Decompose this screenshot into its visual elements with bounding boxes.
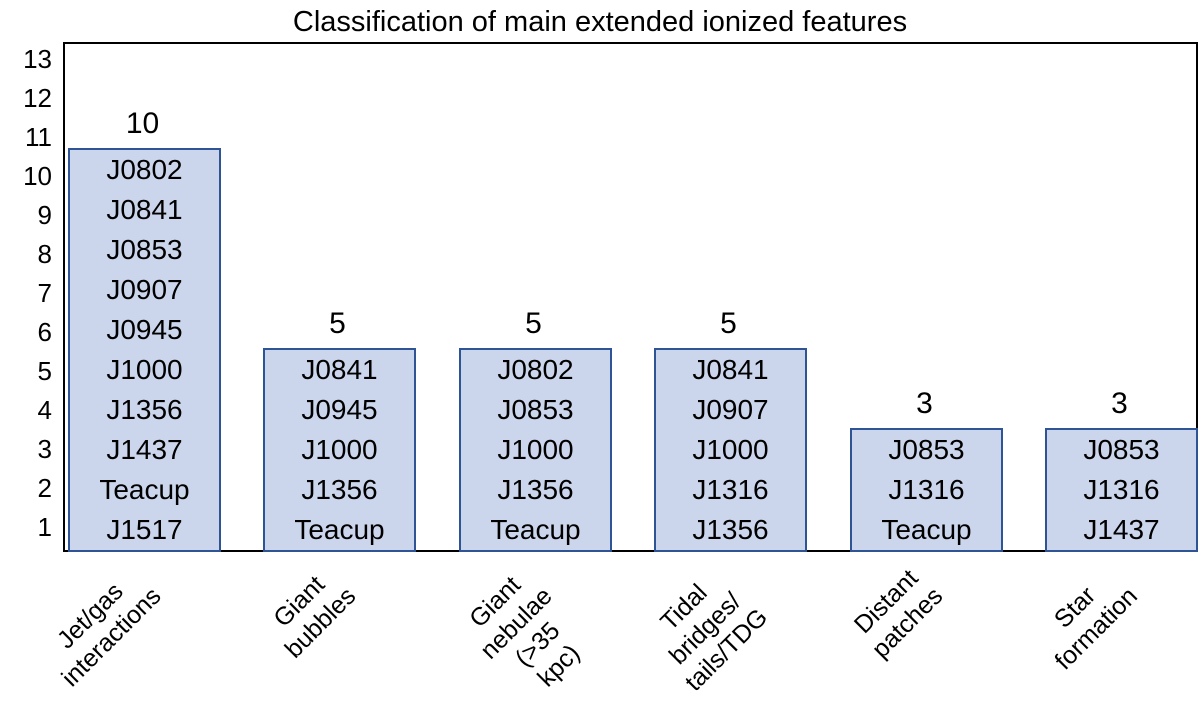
bar-value-label: 3 [1111, 387, 1128, 420]
bar-member-label: J0853 [1083, 434, 1160, 465]
bar-member-label: J1000 [106, 354, 183, 385]
bar-member-label: J1000 [301, 434, 378, 465]
bar-giant-nebulae-35-kpc: J0802 J0853 J1000 J1356 Teacup [459, 348, 612, 552]
bar-member-label: J0802 [106, 154, 183, 185]
bar-member-label: J1437 [106, 434, 183, 465]
bar-member-label: J1000 [692, 434, 769, 465]
bar-member-label: J1356 [692, 514, 769, 545]
y-axis-tick-label: 8 [37, 239, 52, 269]
bar-member-label: J0841 [692, 354, 769, 385]
bar-member-label: J1517 [106, 514, 183, 545]
y-axis-tick-label: 11 [25, 122, 52, 152]
y-axis-tick-label: 9 [37, 200, 52, 230]
bar-member-label: J0841 [301, 354, 378, 385]
bar-member-label: J0907 [106, 274, 183, 305]
bar-distant-patches: J0853 J1316 Teacup [850, 428, 1003, 552]
bar-member-label: J0907 [692, 394, 769, 425]
bar-member-label: J0853 [106, 234, 183, 265]
bar-giant-bubbles: J0841 J0945 J1000 J1356 Teacup [263, 348, 416, 552]
y-axis-tick-label: 1 [37, 512, 52, 542]
bar-tidal-bridges-tails-tdg: J0841 J0907 J1000 J1316 J1356 [654, 348, 807, 552]
category-label: Jet/gas interactions [51, 577, 167, 693]
bar-value-label: 3 [916, 387, 933, 420]
y-axis-tick-label: 4 [37, 395, 52, 425]
plot-area [63, 42, 1198, 552]
bar-member-label: J0841 [106, 194, 183, 225]
bar-member-label: J1356 [301, 474, 378, 505]
category-label: Tidal bridges/ tails/TDG [655, 578, 774, 697]
y-axis-tick-label: 2 [37, 473, 52, 503]
bar-member-label: J1316 [888, 474, 965, 505]
category-label: Giant bubbles [268, 570, 362, 664]
y-axis-tick-label: 13 [23, 44, 52, 74]
bar-member-label: Teacup [490, 514, 581, 545]
bar-member-label: Teacup [294, 514, 385, 545]
y-axis-tick-label: 5 [37, 356, 52, 386]
bar-value-label: 10 [125, 107, 160, 140]
bar-member-label: J1437 [1083, 514, 1160, 545]
bar-member-label: J0945 [301, 394, 378, 425]
chart-title: Classification of main extended ionized … [292, 6, 908, 38]
bar-value-label: 5 [525, 307, 542, 340]
bar-member-label: J1316 [692, 474, 769, 505]
category-label: Distant patches [848, 564, 949, 664]
bar-member-label: J1356 [106, 394, 183, 425]
bar-jet-gas-interactions: J0802 J0841 J0853 J0907 J0945 J1000 J1356 J1437… [68, 148, 221, 552]
bar-member-label: Teacup [99, 474, 190, 505]
bar-member-label: J0802 [497, 354, 574, 385]
y-axis-tick-label: 7 [37, 278, 52, 308]
category-label: Giant nebulae (>35 kpc) [463, 571, 585, 693]
bar-member-label: J1316 [1083, 474, 1160, 505]
bar-value-label: 5 [329, 307, 346, 340]
bar-value-label: 5 [720, 307, 737, 340]
y-axis-tick-label: 10 [23, 161, 52, 191]
y-axis-tick-label: 12 [23, 83, 52, 113]
bar-member-label: Teacup [881, 514, 972, 545]
category-label: Star formation [1049, 581, 1144, 676]
bar-member-label: J0853 [888, 434, 965, 465]
bar-star-formation: J0853 J1316 J1437 [1045, 428, 1198, 552]
y-axis-tick-label: 6 [37, 317, 52, 347]
bar-member-label: J0945 [106, 314, 183, 345]
bar-member-label: J1000 [497, 434, 574, 465]
y-axis-tick-label: 3 [37, 434, 52, 464]
bar-member-label: J0853 [497, 394, 574, 425]
bar-member-label: J1356 [497, 474, 574, 505]
